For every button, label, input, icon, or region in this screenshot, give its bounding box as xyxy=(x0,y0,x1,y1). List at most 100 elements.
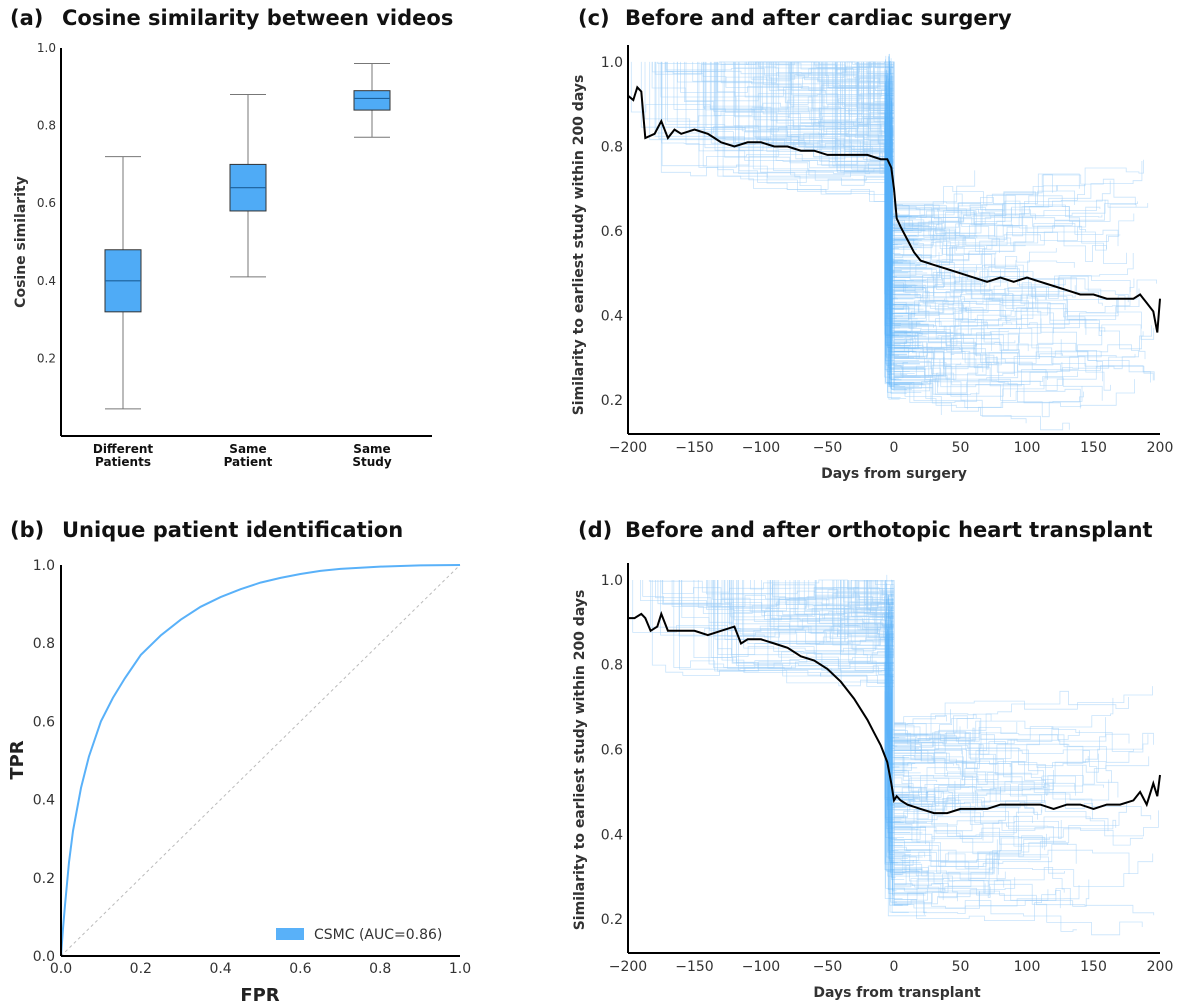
patient-trace xyxy=(729,580,1065,893)
x-tick-label: −150 xyxy=(675,959,713,975)
patient-trace xyxy=(889,72,924,385)
patient-trace xyxy=(884,117,918,337)
patient-trace xyxy=(884,69,916,291)
y-tick-label: 0.8 xyxy=(33,636,55,652)
patient-trace xyxy=(890,585,921,843)
patient-trace xyxy=(889,179,921,324)
x-tick-label: 50 xyxy=(952,440,970,456)
patient-trace xyxy=(887,168,922,393)
patient-trace xyxy=(886,642,915,801)
legend-swatch xyxy=(276,928,304,940)
patient-trace xyxy=(888,93,899,356)
patient-trace xyxy=(884,179,922,265)
patient-trace xyxy=(773,580,1143,936)
box xyxy=(353,90,391,111)
x-tick-label: 0.2 xyxy=(130,961,152,977)
y-tick-label: 0.2 xyxy=(37,351,56,365)
patient-trace xyxy=(887,626,919,877)
patient-trace xyxy=(890,688,905,880)
patient-trace xyxy=(889,175,912,288)
patient-trace xyxy=(885,623,910,864)
patient-trace xyxy=(888,666,903,847)
patient-trace xyxy=(717,61,973,299)
patient-trace xyxy=(889,67,925,240)
panel-a: (a) Cosine similarity between videos 0.2… xyxy=(10,6,453,469)
y-tick-label: 0.6 xyxy=(601,743,623,759)
patient-trace xyxy=(890,96,915,374)
patient-trace xyxy=(891,75,928,274)
y-tick-label: 0.8 xyxy=(601,139,623,155)
patient-trace xyxy=(649,61,940,269)
panel-b-x-ticks: 0.0 0.2 0.4 0.6 0.8 1.0 xyxy=(50,961,471,977)
patient-trace xyxy=(767,580,1143,846)
patient-trace xyxy=(889,158,916,300)
patient-trace xyxy=(867,580,1048,818)
patient-trace xyxy=(864,580,987,751)
patient-trace xyxy=(884,170,916,241)
x-tick-label: 0.6 xyxy=(289,961,311,977)
patient-trace xyxy=(884,169,928,335)
y-tick-label: 0.6 xyxy=(601,224,623,240)
patient-trace xyxy=(888,79,898,263)
patient-trace xyxy=(889,633,903,906)
patient-trace xyxy=(891,593,922,751)
panel-a-y-ticks: 0.2 0.4 0.6 0.8 1.0 xyxy=(37,41,56,365)
patient-trace xyxy=(889,78,912,217)
panel-b-label: (b) xyxy=(10,518,44,542)
patient-trace xyxy=(889,643,906,873)
patient-trace xyxy=(887,671,906,739)
patient-trace xyxy=(887,123,919,217)
patient-trace xyxy=(890,68,918,286)
patient-trace xyxy=(892,626,909,906)
x-tick-label: 200 xyxy=(1147,440,1174,456)
mean-similarity-line xyxy=(627,85,1161,333)
category-label: Same xyxy=(229,442,266,456)
patient-trace xyxy=(891,672,896,878)
patient-trace xyxy=(891,171,926,225)
patient-trace xyxy=(891,138,910,353)
patient-trace xyxy=(890,175,897,380)
x-tick-label: 0.4 xyxy=(209,961,231,977)
patient-trace xyxy=(884,128,913,385)
panel-b-x-label: FPR xyxy=(240,985,279,1004)
panel-c-x-label: Days from surgery xyxy=(821,466,967,482)
patient-trace xyxy=(886,154,915,264)
patient-trace xyxy=(887,642,901,823)
x-tick-label: −50 xyxy=(813,440,843,456)
patient-trace xyxy=(890,125,923,334)
patient-trace xyxy=(885,146,904,338)
roc-curve xyxy=(60,564,461,957)
patient-trace xyxy=(692,61,1097,334)
patient-trace xyxy=(885,55,912,336)
patient-trace xyxy=(667,61,1154,391)
patient-trace xyxy=(888,169,900,400)
y-tick-label: 0.4 xyxy=(33,793,55,809)
x-tick-label: −100 xyxy=(742,440,780,456)
y-tick-label: 0.4 xyxy=(37,274,56,288)
patient-trace xyxy=(885,678,927,823)
patient-trace xyxy=(888,693,912,787)
patient-trace xyxy=(789,61,1085,216)
patient-trace xyxy=(885,632,916,829)
patient-trace xyxy=(892,125,909,342)
patient-trace xyxy=(886,75,904,366)
patient-trace xyxy=(887,85,917,250)
y-tick-label: 0.0 xyxy=(33,949,55,965)
patient-trace xyxy=(885,93,914,344)
x-tick-label: −200 xyxy=(609,440,647,456)
panel-c-x-ticks: −200 −150 −100 −50 0 50 100 150 200 xyxy=(609,440,1174,456)
patient-trace xyxy=(885,164,901,254)
patient-trace xyxy=(891,149,896,293)
individual-patient-traces xyxy=(632,574,1159,936)
patient-trace xyxy=(885,598,918,769)
patient-trace xyxy=(746,61,1075,273)
panel-d-label: (d) xyxy=(578,518,612,542)
patient-trace xyxy=(888,632,911,852)
patient-trace xyxy=(884,661,908,818)
patient-trace xyxy=(887,630,918,890)
patient-trace xyxy=(888,145,924,368)
patient-trace xyxy=(887,110,923,272)
patient-trace xyxy=(888,611,898,839)
patient-trace xyxy=(892,66,903,317)
